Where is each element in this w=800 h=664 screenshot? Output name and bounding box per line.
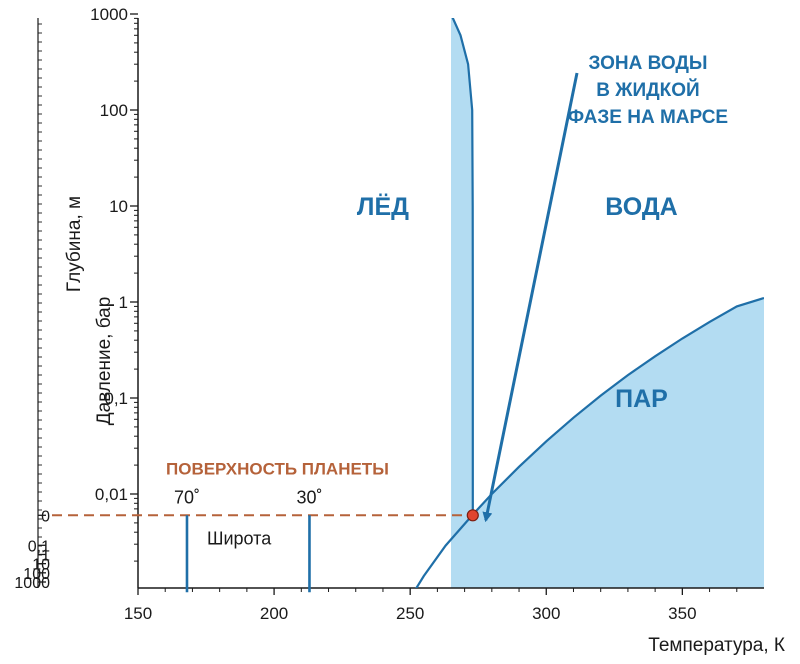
y-axis-title-depth: Глубина, м	[64, 196, 85, 292]
x-tick-label: 250	[396, 604, 424, 623]
depth-tick-label: 1000	[14, 575, 50, 592]
depth-tick-label: 1	[41, 547, 50, 564]
depth-tick-label: 100	[23, 566, 50, 583]
x-tick-label: 200	[260, 604, 288, 623]
depth-tick-label: 10	[32, 557, 50, 574]
depth-tick-label: 0,1	[28, 538, 50, 555]
pressure-tick-label: 1000	[90, 5, 128, 24]
x-tick-label: 150	[124, 604, 152, 623]
latitude-marker-label: 30˚	[296, 487, 322, 507]
x-axis-title: Температура, К	[648, 635, 785, 656]
annotation-line-3: ФАЗЕ НА МАРСЕ	[568, 107, 728, 128]
depth-tick-label: 0	[41, 508, 50, 525]
triple-point-marker	[466, 509, 479, 522]
vapor-region-label: ПАР	[615, 385, 668, 413]
y-axis-title-pressure: Давление, бар	[94, 297, 115, 426]
x-tick-label: 300	[532, 604, 560, 623]
annotation-arrow	[482, 72, 579, 523]
melting-curve	[451, 18, 474, 516]
surface-label: ПОВЕРХНОСТЬ ПЛАНЕТЫ	[166, 459, 389, 478]
annotation-line-1: ЗОНА ВОДЫ	[588, 53, 707, 74]
pressure-tick-label: 0,01	[95, 485, 128, 504]
latitude-marker-label: 70˚	[174, 487, 200, 507]
water-region-fill	[451, 18, 764, 588]
liquid-water-annotation: ЗОНА ВОДЫ В ЖИДКОЙ ФАЗЕ НА МАРСЕ	[482, 53, 728, 523]
x-tick-label: 350	[668, 604, 696, 623]
latitude-label: Широта	[207, 528, 272, 548]
pressure-tick-label: 1	[119, 293, 128, 312]
x-axis-ticks: 150 200 250 300 350	[124, 588, 738, 623]
ice-region-label: ЛЁД	[357, 193, 409, 221]
annotation-line-2: В ЖИДКОЙ	[596, 79, 699, 101]
pressure-tick-label: 0,1	[104, 389, 128, 408]
vapor-curve	[415, 296, 764, 588]
pressure-tick-label: 100	[100, 101, 128, 120]
pressure-axis-ticks: 0,01 0,1 1 10 100 1000	[90, 5, 138, 562]
water-region-label: ВОДА	[605, 193, 677, 221]
latitude-markers: 70˚ 30˚	[174, 487, 322, 593]
pressure-tick-label: 10	[109, 197, 128, 216]
